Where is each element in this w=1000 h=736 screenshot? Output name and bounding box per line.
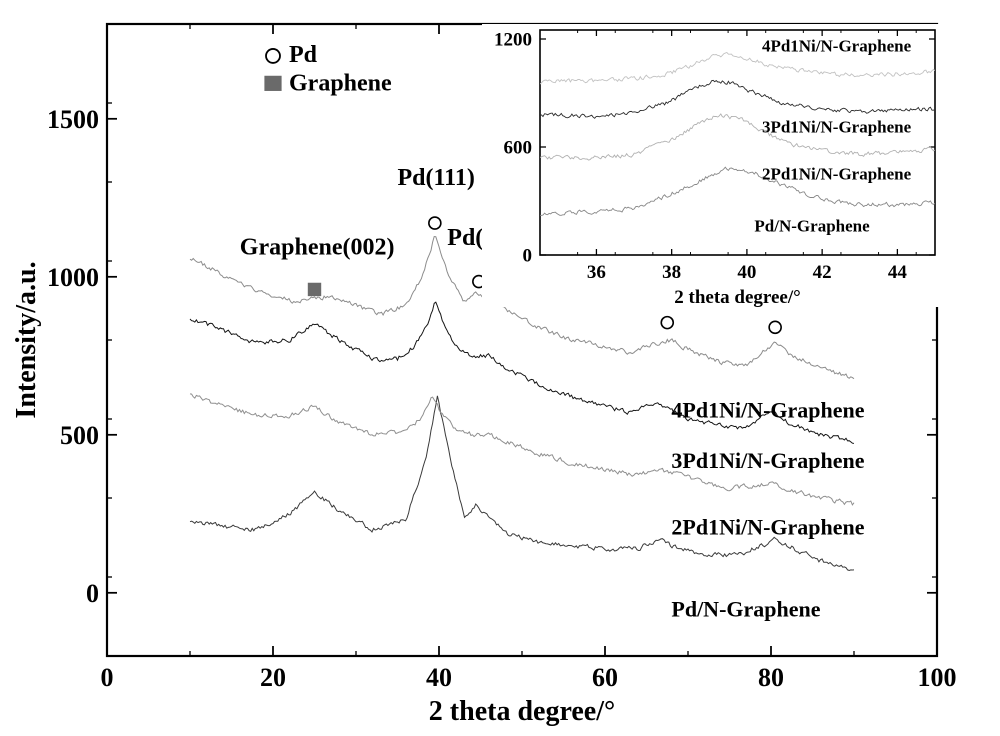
series-label: 3Pd1Ni/N-Graphene	[671, 448, 864, 473]
legend-marker-circle	[266, 49, 280, 63]
series-label: Pd/N-Graphene	[754, 217, 870, 236]
x-tick-label: 20	[260, 663, 286, 692]
figure-svg: 0204060801000500100015002 theta degree/°…	[0, 0, 1000, 736]
x-axis-label: 2 theta degree/°	[674, 287, 801, 308]
x-tick-label: 42	[813, 262, 832, 283]
y-tick-label: 500	[60, 421, 99, 450]
series-label: Pd/N-Graphene	[671, 597, 820, 622]
series-label: 4Pd1Ni/N-Graphene	[762, 37, 912, 56]
peak-marker-pd	[429, 217, 441, 229]
series-label: 2Pd1Ni/N-Graphene	[671, 514, 864, 539]
x-tick-label: 100	[918, 663, 957, 692]
x-tick-label: 36	[587, 262, 606, 283]
peak-marker-pd	[769, 321, 781, 333]
series-label: 2Pd1Ni/N-Graphene	[762, 164, 912, 183]
peak-label: Graphene(002)	[240, 235, 395, 261]
y-tick-label: 1000	[47, 263, 99, 292]
legend-label: Pd	[289, 42, 318, 68]
y-tick-label: 1200	[494, 30, 532, 51]
x-tick-label: 80	[758, 663, 784, 692]
legend-label: Graphene	[289, 70, 392, 96]
x-tick-label: 38	[662, 262, 681, 283]
x-tick-label: 40	[426, 663, 452, 692]
x-axis-label: 2 theta degree/°	[429, 696, 615, 727]
y-tick-label: 600	[504, 138, 533, 159]
peak-label: Pd(111)	[398, 165, 475, 191]
peak-marker-pd	[661, 317, 673, 329]
y-axis-label: Intensity/a.u.	[11, 261, 42, 418]
y-tick-label: 1500	[47, 105, 99, 134]
y-tick-label: 0	[86, 579, 99, 608]
x-tick-label: 40	[737, 262, 756, 283]
legend-marker-square	[265, 76, 281, 90]
series-label: 4Pd1Ni/N-Graphene	[671, 397, 864, 422]
x-tick-label: 44	[888, 262, 908, 283]
series-label: 3Pd1Ni/N-Graphene	[762, 118, 912, 137]
x-tick-label: 60	[592, 663, 618, 692]
x-tick-label: 0	[101, 663, 114, 692]
peak-marker-graphene	[309, 283, 321, 295]
inset-plot-area	[540, 30, 935, 255]
y-tick-label: 0	[523, 246, 533, 267]
